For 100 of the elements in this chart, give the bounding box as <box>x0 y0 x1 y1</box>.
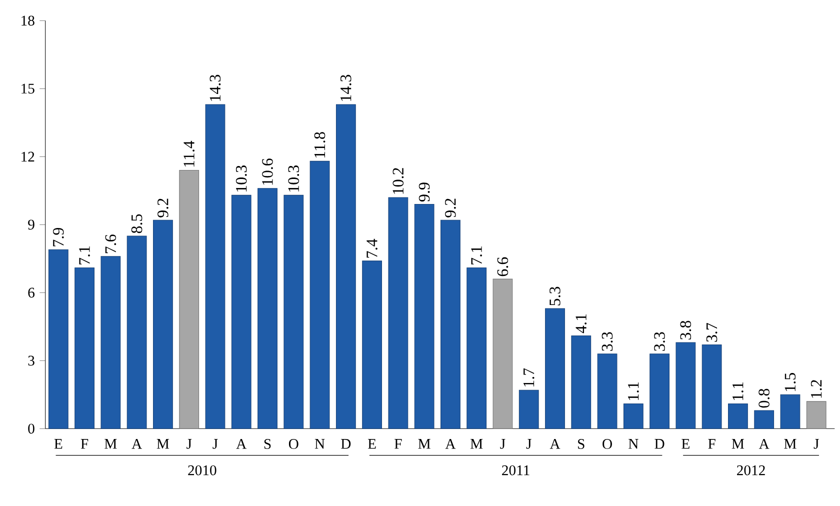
bar <box>702 344 722 429</box>
x-tick-label: E <box>368 439 376 449</box>
x-tick-label: M <box>470 439 483 449</box>
x-tick-label: O <box>288 439 298 449</box>
y-tick-label: 12 <box>22 152 34 162</box>
data-label: 10.3 <box>236 166 247 192</box>
bar <box>336 104 356 429</box>
x-tick-label: M <box>104 439 117 449</box>
y-tick-label: 15 <box>22 84 34 94</box>
bar <box>650 354 670 429</box>
data-label: 1.1 <box>628 382 639 400</box>
bar <box>414 204 434 429</box>
y-tick-label: 0 <box>28 424 34 434</box>
x-tick-label: D <box>654 439 664 449</box>
data-label: 1.5 <box>784 373 796 391</box>
x-tick-label: A <box>758 439 770 449</box>
data-label: 1.1 <box>732 382 744 400</box>
bar <box>126 236 147 429</box>
data-label: 7.1 <box>79 246 90 264</box>
data-label: 9.2 <box>445 198 456 218</box>
data-label: 14.3 <box>340 74 352 101</box>
data-label: 10.6 <box>262 158 273 185</box>
bar <box>754 410 774 429</box>
x-tick-label: M <box>156 439 170 449</box>
data-label: 7.9 <box>52 228 64 246</box>
bar <box>492 278 513 429</box>
bar <box>676 342 696 429</box>
bar <box>466 267 487 429</box>
bar <box>231 194 252 429</box>
bar <box>205 104 226 429</box>
bar <box>780 394 800 429</box>
x-tick-label: J <box>814 439 819 449</box>
bar <box>48 249 68 429</box>
x-tick-label: O <box>602 439 612 449</box>
x-tick-label: F <box>394 439 402 449</box>
bar <box>153 220 173 429</box>
data-label: 3.8 <box>680 320 692 340</box>
y-tick-label: 9 <box>28 220 34 230</box>
data-label: 1.2 <box>810 380 822 398</box>
text: 2012 <box>737 465 765 476</box>
data-label: 7.6 <box>105 234 116 254</box>
x-tick-label: J <box>500 439 506 449</box>
x-tick-label: M <box>732 439 744 449</box>
data-label: 4.1 <box>576 314 587 334</box>
x-tick-label: N <box>628 439 638 449</box>
bar <box>728 403 748 429</box>
x-tick-label: E <box>682 439 690 449</box>
x-tick-label: F <box>708 439 716 449</box>
data-label: 3.7 <box>706 322 718 342</box>
x-tick-label: A <box>236 439 247 449</box>
bar <box>597 354 618 429</box>
data-label: 10.2 <box>392 168 404 194</box>
y-tick-label: 3 <box>28 356 34 366</box>
bar <box>310 160 330 429</box>
bar <box>388 197 408 429</box>
data-label: 11.4 <box>184 140 194 167</box>
data-label: 6.6 <box>497 257 508 276</box>
bar <box>100 256 121 429</box>
bar <box>74 267 94 429</box>
bar <box>518 390 539 429</box>
y-tick-label: 6 <box>28 288 35 298</box>
x-tick-label: A <box>445 439 456 449</box>
data-label: 9.2 <box>158 198 168 218</box>
x-tick-label: J <box>212 439 218 449</box>
x-tick-label: S <box>578 439 584 449</box>
y-tick-label: 18 <box>22 16 34 26</box>
text: 2010 <box>188 465 216 476</box>
bar <box>179 170 200 429</box>
x-tick-label: M <box>784 439 796 449</box>
bar <box>545 308 565 429</box>
data-label: 10.3 <box>288 166 300 192</box>
data-label: 0.8 <box>758 388 770 408</box>
x-tick-label: J <box>186 439 192 449</box>
data-label: 7.4 <box>366 238 378 258</box>
x-tick-label: A <box>132 439 142 449</box>
bar <box>284 194 304 429</box>
data-label: 14.3 <box>210 74 221 101</box>
x-tick-label: N <box>314 439 325 449</box>
bar <box>258 188 278 429</box>
x-tick-label: S <box>264 439 271 449</box>
data-label: 3.3 <box>602 332 613 351</box>
x-tick-label: A <box>550 439 560 449</box>
bar <box>623 403 644 429</box>
data-label: 1.7 <box>523 368 534 386</box>
data-label: 3.3 <box>654 332 665 351</box>
x-tick-label: F <box>80 439 88 449</box>
text: 2011 <box>502 465 530 476</box>
bar <box>806 401 826 429</box>
x-tick-label: J <box>526 439 532 449</box>
bar <box>571 335 592 429</box>
data-label: 11.8 <box>314 132 326 158</box>
data-label: 7.1 <box>471 246 482 264</box>
data-label: 5.3 <box>550 286 560 306</box>
bar <box>362 260 382 429</box>
x-tick-label: D <box>341 439 351 449</box>
bar <box>440 220 460 429</box>
x-tick-label: E <box>54 439 62 449</box>
data-label: 8.5 <box>131 214 142 234</box>
x-tick-label: M <box>418 439 430 449</box>
data-label: 9.9 <box>418 182 430 202</box>
